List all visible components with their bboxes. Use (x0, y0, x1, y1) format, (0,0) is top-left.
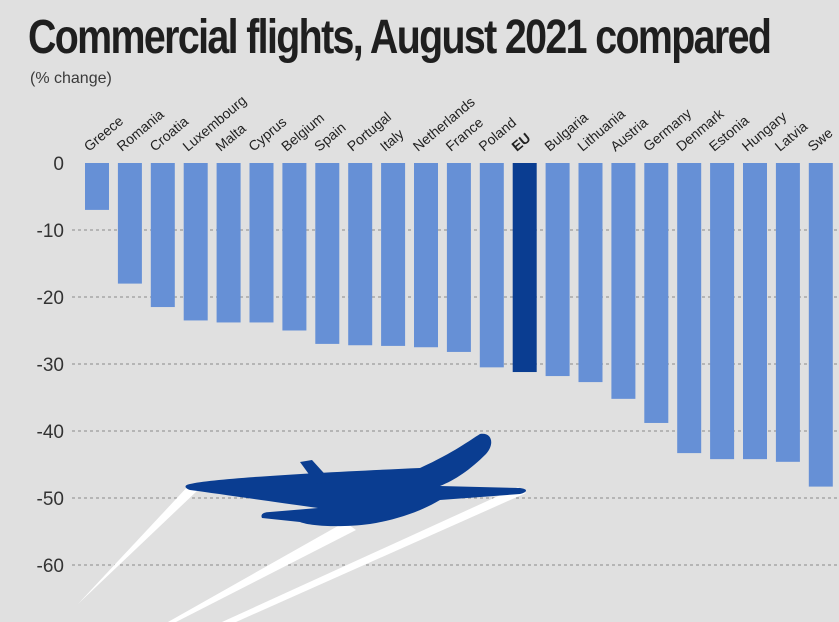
airplane-trail (222, 487, 526, 622)
y-axis: 0 -10 -20 -30 -40 -50 -60 (37, 154, 64, 577)
bar-spain (315, 163, 340, 344)
bars (85, 163, 833, 487)
y-tick-label: -60 (37, 556, 64, 577)
y-tick-label: -40 (37, 422, 64, 443)
bar-lithuania (578, 163, 603, 383)
y-tick-label: -20 (37, 288, 64, 309)
airplane-trail (168, 522, 356, 622)
bar-greece (85, 163, 109, 210)
bar-italy (381, 163, 406, 346)
bar-cyprus (249, 163, 274, 323)
bar-croatia (150, 163, 175, 308)
bar-belgium (282, 163, 307, 331)
category-label-eu: EU (508, 130, 533, 155)
bar-luxembourg (183, 163, 208, 321)
y-tick-label: -30 (37, 355, 64, 376)
bar-denmark (677, 163, 702, 454)
bar-austria (611, 163, 636, 399)
bar-estonia (710, 163, 735, 460)
bar-eu (512, 163, 537, 373)
bar-poland (479, 163, 504, 368)
bar-hungary (743, 163, 767, 460)
bar-malta (216, 163, 241, 323)
bar-bulgaria (545, 163, 570, 377)
bar-romania (117, 163, 142, 284)
airplane-icon (185, 433, 526, 527)
chart-title: Commercial flights, August 2021 compared (28, 11, 772, 64)
airplane-trails (78, 484, 526, 622)
bar-portugal (348, 163, 373, 346)
category-labels: GreeceRomaniaCroatiaLuxembourgMaltaCypru… (81, 92, 836, 154)
bar-latvia (775, 163, 800, 462)
y-tick-label: -10 (37, 221, 64, 242)
y-tick-label: -50 (37, 489, 64, 510)
y-tick-label: 0 (53, 154, 64, 175)
bar-netherlands (414, 163, 438, 348)
bar-swe (808, 163, 833, 487)
bar-france (446, 163, 471, 352)
chart-subtitle: (% change) (30, 70, 112, 87)
bar-germany (644, 163, 669, 423)
airplane-trail (78, 484, 198, 604)
